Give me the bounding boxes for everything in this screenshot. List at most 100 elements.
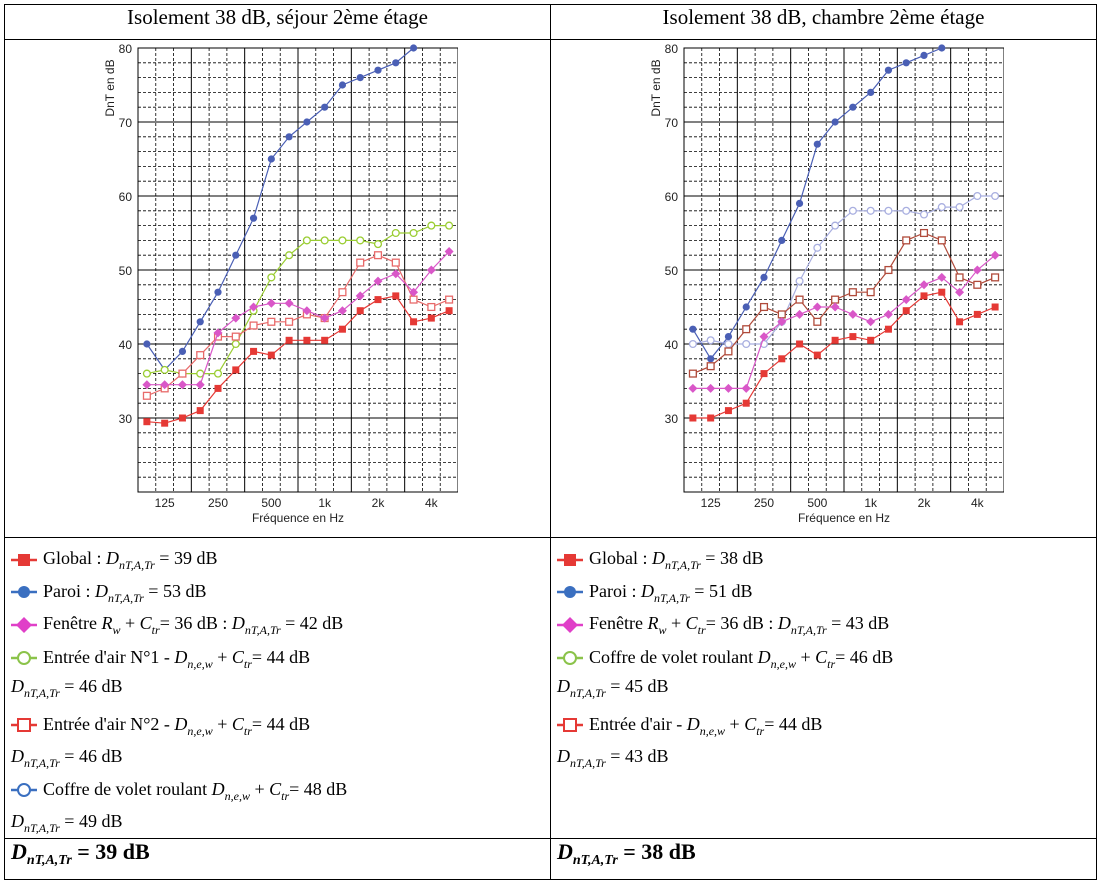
data-point — [688, 414, 696, 422]
data-point — [902, 59, 910, 67]
data-point — [177, 369, 186, 378]
chart-cell-left: 30 40 50 60 70 80 125 250 500 1k 2k 4k Fréquence en … — [4, 39, 551, 538]
data-point — [724, 333, 732, 341]
legend-right: Global : DnT,A,Tr = 38 dB Paroi : DnT,A,… — [550, 537, 1097, 839]
data-point — [919, 51, 928, 59]
data-point — [159, 380, 169, 390]
data-point — [723, 383, 733, 393]
data-point — [777, 310, 786, 319]
x-tick-label: 4k — [424, 496, 438, 510]
data-point — [794, 309, 804, 319]
data-point — [248, 302, 258, 312]
data-point — [267, 351, 275, 359]
data-point — [884, 325, 892, 333]
data-point — [795, 340, 803, 348]
legend-item-coffre-total: DnT,A,Tr = 49 dB — [11, 811, 123, 835]
data-point — [231, 251, 239, 259]
data-point — [249, 347, 257, 355]
data-point — [249, 214, 257, 222]
x-tick-label: 125 — [154, 496, 174, 510]
legend-item-entree2: Entrée d'air N°2 - Dn,e,w + Ctr= 44 dB — [11, 708, 550, 741]
legend-left: Global : DnT,A,Tr = 39 dB Paroi : DnT,A,… — [4, 537, 551, 839]
data-point — [706, 362, 715, 371]
data-point — [320, 103, 328, 111]
header-left: Isolement 38 dB, séjour 2ème étage — [4, 4, 551, 40]
data-point — [776, 317, 786, 327]
data-point — [865, 317, 875, 327]
data-point — [142, 391, 151, 400]
data-point — [795, 199, 803, 207]
data-point — [759, 302, 768, 312]
data-point — [337, 306, 347, 316]
series-line — [145, 47, 414, 371]
data-point — [884, 66, 892, 74]
data-point — [337, 288, 346, 297]
data-point — [991, 303, 999, 311]
data-point — [830, 302, 840, 312]
data-point — [936, 272, 946, 282]
x-tick-label: 2k — [917, 496, 931, 510]
data-point — [177, 380, 187, 390]
x-tick-label: 1k — [864, 496, 878, 510]
data-point — [213, 288, 222, 296]
data-point — [214, 384, 221, 392]
data-point — [990, 273, 999, 282]
data-point — [213, 369, 222, 378]
data-point — [320, 336, 328, 344]
series-fenetre — [687, 250, 1000, 393]
data-point — [302, 336, 310, 344]
data-point — [830, 295, 839, 304]
data-point — [937, 236, 946, 245]
y-tick-label: 60 — [664, 190, 678, 204]
data-point — [955, 318, 963, 326]
data-point — [919, 280, 928, 290]
data-point — [920, 292, 927, 300]
data-point — [847, 309, 857, 319]
data-point — [741, 383, 751, 393]
data-point — [266, 317, 275, 326]
coffre-marker-icon — [557, 650, 583, 666]
data-point — [742, 303, 750, 311]
data-point — [141, 380, 151, 390]
y-tick-label: 50 — [664, 264, 678, 278]
data-point — [883, 265, 892, 275]
data-point — [391, 292, 399, 300]
data-point — [866, 336, 874, 344]
data-point — [319, 313, 329, 323]
data-point — [883, 309, 893, 319]
data-point — [902, 307, 910, 315]
data-point — [213, 328, 222, 338]
data-point — [427, 314, 435, 322]
data-point — [390, 269, 400, 279]
data-point — [759, 273, 768, 281]
legend-item-fenetre: Fenêtre Rw + Ctr= 36 dB : DnT,A,Tr = 42 … — [11, 607, 550, 640]
data-point — [883, 206, 892, 215]
data-point — [760, 370, 767, 378]
data-point — [373, 251, 382, 260]
data-point — [813, 351, 821, 359]
data-point — [266, 273, 275, 282]
legend-item-entree: Entrée d'air - Dn,e,w + Ctr= 44 dB — [557, 708, 1096, 741]
legend-item-global: Global : DnT,A,Tr = 38 dB — [557, 542, 1096, 575]
data-point — [445, 307, 453, 315]
series-global — [142, 292, 453, 427]
data-point — [391, 258, 400, 267]
data-point — [301, 306, 311, 316]
y-tick-label: 70 — [118, 116, 132, 130]
data-point — [285, 133, 293, 141]
data-point — [831, 118, 839, 126]
data-point — [848, 333, 856, 341]
x-tick-label: 125 — [700, 496, 720, 510]
data-point — [426, 302, 435, 312]
x-tick-label: 500 — [807, 496, 827, 510]
data-point — [706, 414, 714, 422]
data-point — [812, 302, 822, 312]
data-point — [955, 273, 964, 282]
entree1-marker-icon — [11, 650, 37, 666]
chart-sejour: 30 40 50 60 70 80 125 250 500 1k 2k 4k Fréquence en … — [103, 42, 458, 525]
y-axis-label: DnT en dB — [103, 59, 117, 116]
data-point — [919, 228, 928, 238]
global-marker-icon — [11, 552, 37, 568]
x-tick-label: 500 — [261, 496, 281, 510]
data-point — [937, 288, 945, 296]
